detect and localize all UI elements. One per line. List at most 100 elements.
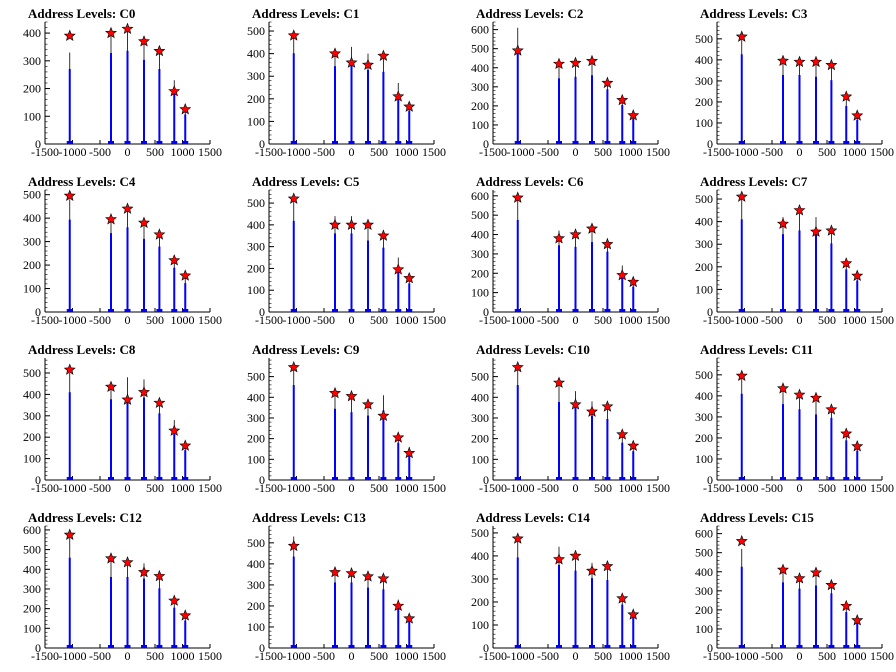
- bar-base: [630, 309, 637, 312]
- y-tick-label: 200: [695, 95, 713, 109]
- x-tick-label: 1500: [198, 313, 222, 327]
- y-tick-label: 200: [695, 603, 713, 617]
- x-tick-label: 1000: [619, 649, 643, 663]
- bar: [591, 578, 593, 648]
- y-tick-label: 500: [695, 192, 713, 206]
- bar-base: [156, 309, 163, 312]
- y-tick-label: 200: [247, 261, 265, 275]
- star-marker: [287, 192, 300, 204]
- bar-base: [332, 141, 338, 144]
- star-marker: [511, 532, 524, 544]
- star-marker: [616, 428, 629, 440]
- star-marker: [776, 217, 790, 229]
- bar: [516, 557, 519, 648]
- bar: [798, 409, 801, 480]
- chart-title: Address Levels: C14: [476, 510, 590, 525]
- bar: [334, 66, 336, 144]
- bar: [397, 267, 400, 312]
- bar: [830, 417, 833, 480]
- bar-base: [141, 477, 147, 480]
- bar-base: [556, 141, 562, 144]
- bar-base: [619, 309, 626, 312]
- star-marker: [361, 58, 375, 71]
- bar-base: [780, 309, 786, 312]
- x-tick-label: 0: [125, 481, 131, 495]
- x-tick-label: -1000: [731, 145, 759, 159]
- panel-chart: Address Levels: C6 0 100 200 300 400 500 600 -15…: [471, 174, 670, 327]
- y-tick-label: 400: [471, 549, 489, 563]
- star-marker: [569, 228, 582, 240]
- x-tick-label: 0: [125, 649, 131, 663]
- x-tick-label: 1000: [171, 313, 195, 327]
- bar-base: [156, 477, 163, 480]
- bar-base: [141, 645, 147, 648]
- chart-title: Address Levels: C5: [252, 174, 360, 189]
- y-tick-label: 100: [23, 621, 41, 635]
- bar-base: [182, 309, 189, 312]
- y-tick-label: 0: [483, 641, 489, 655]
- bar-base: [182, 645, 189, 648]
- bar: [591, 415, 593, 480]
- bar: [110, 233, 112, 312]
- y-tick-label: 100: [23, 109, 41, 123]
- star-marker: [137, 385, 151, 398]
- bar-base: [514, 645, 521, 648]
- star-marker: [153, 569, 166, 582]
- bar: [632, 286, 635, 312]
- star-marker: [776, 54, 790, 67]
- star-marker: [552, 57, 566, 70]
- star-marker: [585, 54, 599, 67]
- y-tick-label: 200: [247, 599, 265, 613]
- bar: [845, 106, 848, 144]
- bar: [350, 233, 353, 312]
- star-marker: [627, 608, 640, 620]
- x-tick-label: -1000: [283, 481, 311, 495]
- bar-base: [108, 645, 114, 648]
- y-tick-label: 100: [695, 452, 713, 466]
- x-tick-label: 500: [818, 313, 836, 327]
- y-tick-label: 500: [695, 546, 713, 560]
- y-tick-label: 300: [23, 54, 41, 68]
- panel-chart: Address Levels: C10100200300400500-1500-…: [247, 6, 446, 159]
- bar: [68, 557, 71, 648]
- x-tick-label: -1000: [283, 313, 311, 327]
- bar-base: [406, 645, 413, 648]
- x-tick-label: -1000: [507, 145, 535, 159]
- x-tick-label: 0: [349, 313, 355, 327]
- bar: [632, 118, 635, 144]
- y-tick-label: 0: [35, 641, 41, 655]
- x-tick-label: 1000: [843, 481, 867, 495]
- chart-title: Address Levels: C4: [28, 174, 136, 189]
- x-tick-label: 1000: [395, 313, 419, 327]
- x-tick-label: 1500: [422, 481, 446, 495]
- star-marker: [840, 90, 853, 102]
- x-tick-label: 500: [594, 649, 612, 663]
- star-marker: [776, 382, 790, 394]
- x-tick-label: 1500: [198, 145, 222, 159]
- y-tick-label: 0: [483, 137, 489, 151]
- x-tick-label: -500: [89, 649, 111, 663]
- x-tick-label: -500: [761, 649, 783, 663]
- bar: [367, 587, 369, 648]
- x-tick-label: -500: [761, 481, 783, 495]
- bar: [382, 247, 385, 312]
- bar: [621, 104, 624, 144]
- bar-base: [843, 645, 850, 648]
- x-tick-label: -500: [313, 313, 335, 327]
- star-marker: [377, 572, 390, 584]
- bar-base: [171, 645, 178, 648]
- y-tick-label: 200: [471, 595, 489, 609]
- y-tick-label: 500: [471, 370, 489, 384]
- y-tick-label: 100: [695, 622, 713, 636]
- bar: [184, 283, 187, 312]
- bar: [173, 267, 176, 312]
- star-marker: [585, 564, 599, 576]
- y-tick-label: 100: [23, 452, 41, 466]
- y-tick-label: 0: [483, 473, 489, 487]
- panel-chart: Address Levels: C14 0 100 200 300 400 500 -1500…: [471, 510, 670, 663]
- bar: [740, 566, 743, 648]
- bar-base: [738, 477, 745, 480]
- y-tick-label: 400: [471, 61, 489, 75]
- y-tick-label: 100: [471, 452, 489, 466]
- y-tick-label: 200: [471, 99, 489, 113]
